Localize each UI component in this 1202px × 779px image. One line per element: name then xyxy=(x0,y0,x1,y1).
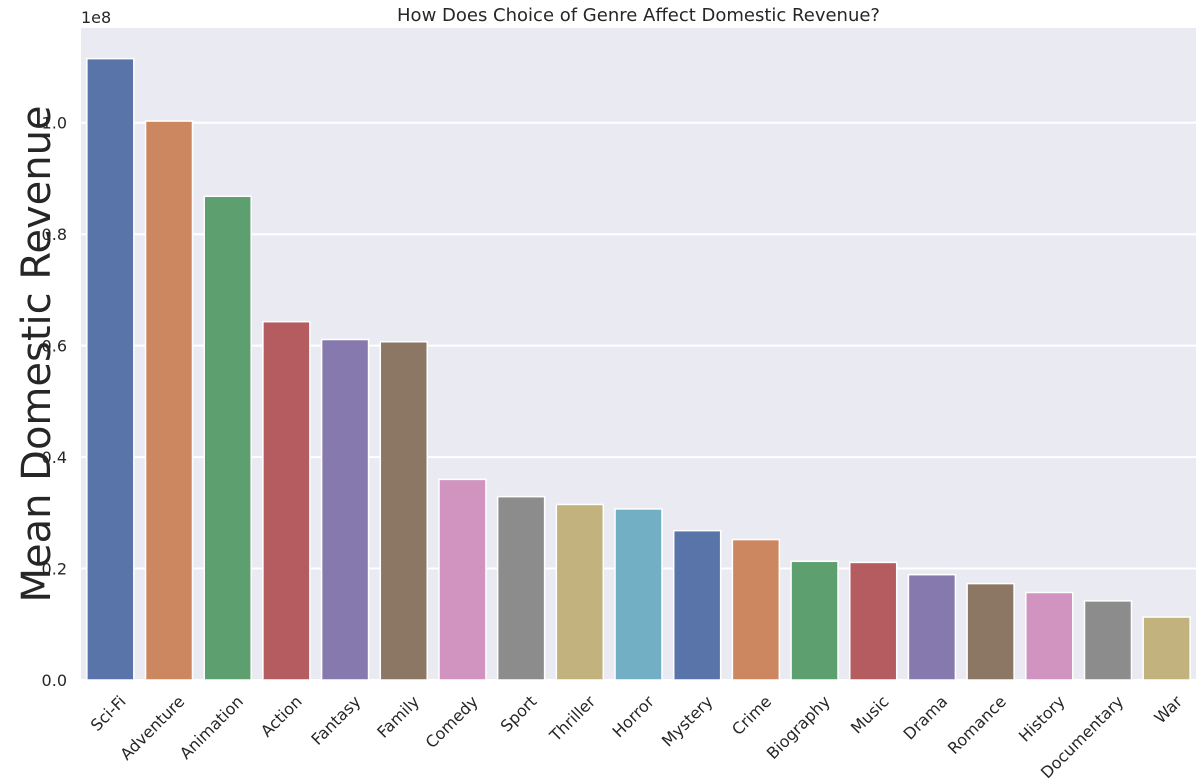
x-tick-label: Animation xyxy=(176,692,247,763)
bar-fantasy xyxy=(320,338,370,681)
x-tick-label: Sci-Fi xyxy=(87,692,130,735)
y-tick-labels: 0.0 0.2 0.4 0.6 0.8 1.0 xyxy=(42,114,67,690)
y-tick-label: 0.2 xyxy=(42,560,67,579)
bar-comedy xyxy=(438,478,487,681)
x-tick-label: Family xyxy=(373,692,423,742)
bar-war xyxy=(1142,616,1191,681)
y-tick-label: 0.8 xyxy=(42,225,67,244)
bar-mystery xyxy=(672,529,722,681)
x-tick-label: Adventure xyxy=(116,692,188,764)
bar-sport xyxy=(496,495,546,681)
x-tick-label: Horror xyxy=(609,692,659,742)
x-tick-label: War xyxy=(1150,692,1186,728)
x-tick-label: Crime xyxy=(728,692,775,739)
bar-documentary xyxy=(1083,600,1133,681)
x-tick-label: Music xyxy=(847,692,893,738)
x-tick-label: History xyxy=(1015,692,1069,746)
bar-sci-fi xyxy=(86,57,135,681)
y-tick-label: 0.6 xyxy=(42,337,67,356)
bar-crime xyxy=(731,538,781,681)
x-tick-label: Thriller xyxy=(545,692,599,746)
x-tick-label: Action xyxy=(257,692,306,741)
x-tick-label: Fantasy xyxy=(307,692,364,749)
y-tick-label: 0.4 xyxy=(42,448,67,467)
bar-animation xyxy=(203,195,252,681)
x-tick-label: Romance xyxy=(944,692,1010,758)
x-tick-label: Biography xyxy=(763,692,834,763)
bar-drama xyxy=(907,573,957,681)
bar-thriller xyxy=(555,503,605,681)
y-axis-offset-label: 1e8 xyxy=(81,8,111,27)
chart-title: How Does Choice of Genre Affect Domestic… xyxy=(397,5,880,26)
x-tick-label: Sport xyxy=(497,692,541,736)
bar-music xyxy=(849,561,898,681)
bar-history xyxy=(1025,591,1074,681)
y-axis-label: Mean Domestic Revenue xyxy=(14,105,60,602)
y-tick-label: 1.0 xyxy=(42,114,67,133)
bar-romance xyxy=(966,582,1015,681)
bar-action xyxy=(262,320,311,681)
bar-horror xyxy=(614,508,663,681)
y-tick-label: 0.0 xyxy=(42,671,67,690)
x-tick-label: Mystery xyxy=(658,692,717,751)
bar-adventure xyxy=(144,120,194,681)
bars xyxy=(86,57,1191,681)
bar-biography xyxy=(790,560,839,681)
bar-family xyxy=(379,340,428,681)
x-tick-label: Drama xyxy=(900,692,952,744)
x-tick-label: Comedy xyxy=(422,692,482,752)
